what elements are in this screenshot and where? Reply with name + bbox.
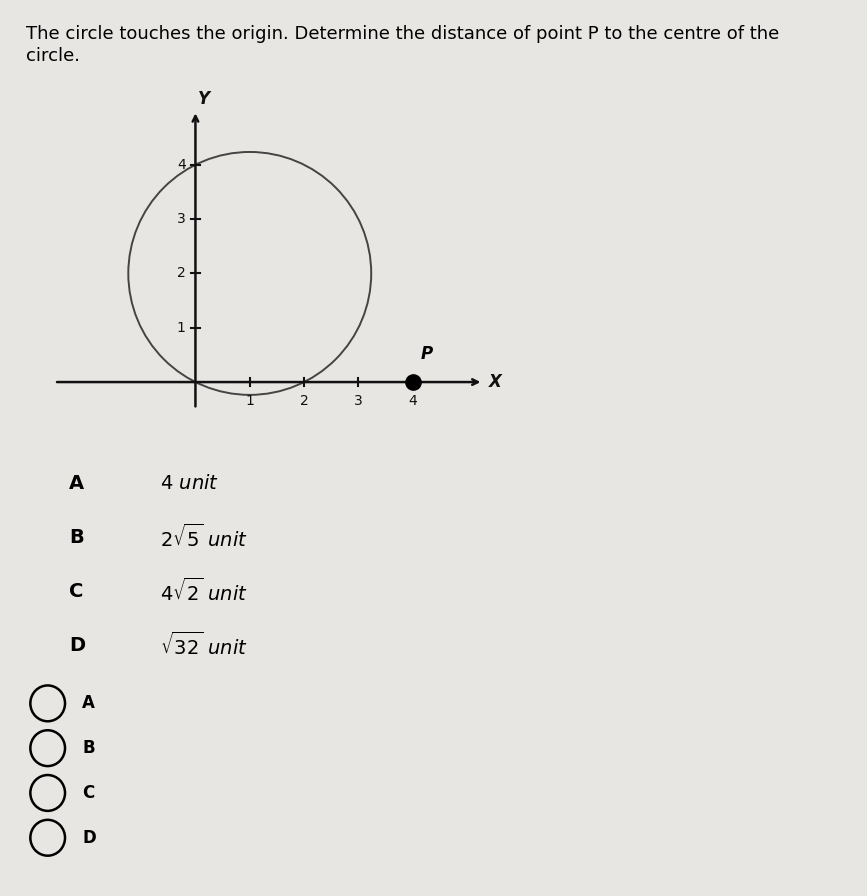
Text: $4\ \mathit{unit}$: $4\ \mathit{unit}$ bbox=[160, 474, 219, 494]
Text: $2\sqrt{5}\ \mathit{unit}$: $2\sqrt{5}\ \mathit{unit}$ bbox=[160, 524, 248, 551]
Text: A: A bbox=[82, 694, 95, 712]
Text: $\sqrt{32}\ \mathit{unit}$: $\sqrt{32}\ \mathit{unit}$ bbox=[160, 632, 248, 659]
Text: D: D bbox=[69, 635, 86, 655]
Text: 1: 1 bbox=[245, 394, 254, 408]
Text: C: C bbox=[82, 784, 95, 802]
Text: 2: 2 bbox=[177, 266, 186, 280]
Text: 4: 4 bbox=[177, 158, 186, 172]
Text: 3: 3 bbox=[354, 394, 362, 408]
Text: 2: 2 bbox=[300, 394, 309, 408]
Text: $4\sqrt{2}\ \mathit{unit}$: $4\sqrt{2}\ \mathit{unit}$ bbox=[160, 578, 248, 605]
Text: B: B bbox=[69, 528, 84, 547]
Text: P: P bbox=[420, 345, 433, 363]
Text: D: D bbox=[82, 829, 96, 847]
Text: C: C bbox=[69, 582, 84, 601]
Text: Y: Y bbox=[199, 90, 210, 108]
Text: 3: 3 bbox=[177, 212, 186, 226]
Text: 4: 4 bbox=[408, 394, 417, 408]
Text: 1: 1 bbox=[177, 321, 186, 335]
Text: B: B bbox=[82, 739, 95, 757]
Text: A: A bbox=[69, 474, 84, 494]
Text: circle.: circle. bbox=[26, 47, 80, 65]
Text: The circle touches the origin. Determine the distance of point P to the centre o: The circle touches the origin. Determine… bbox=[26, 25, 779, 43]
Text: X: X bbox=[489, 373, 502, 391]
